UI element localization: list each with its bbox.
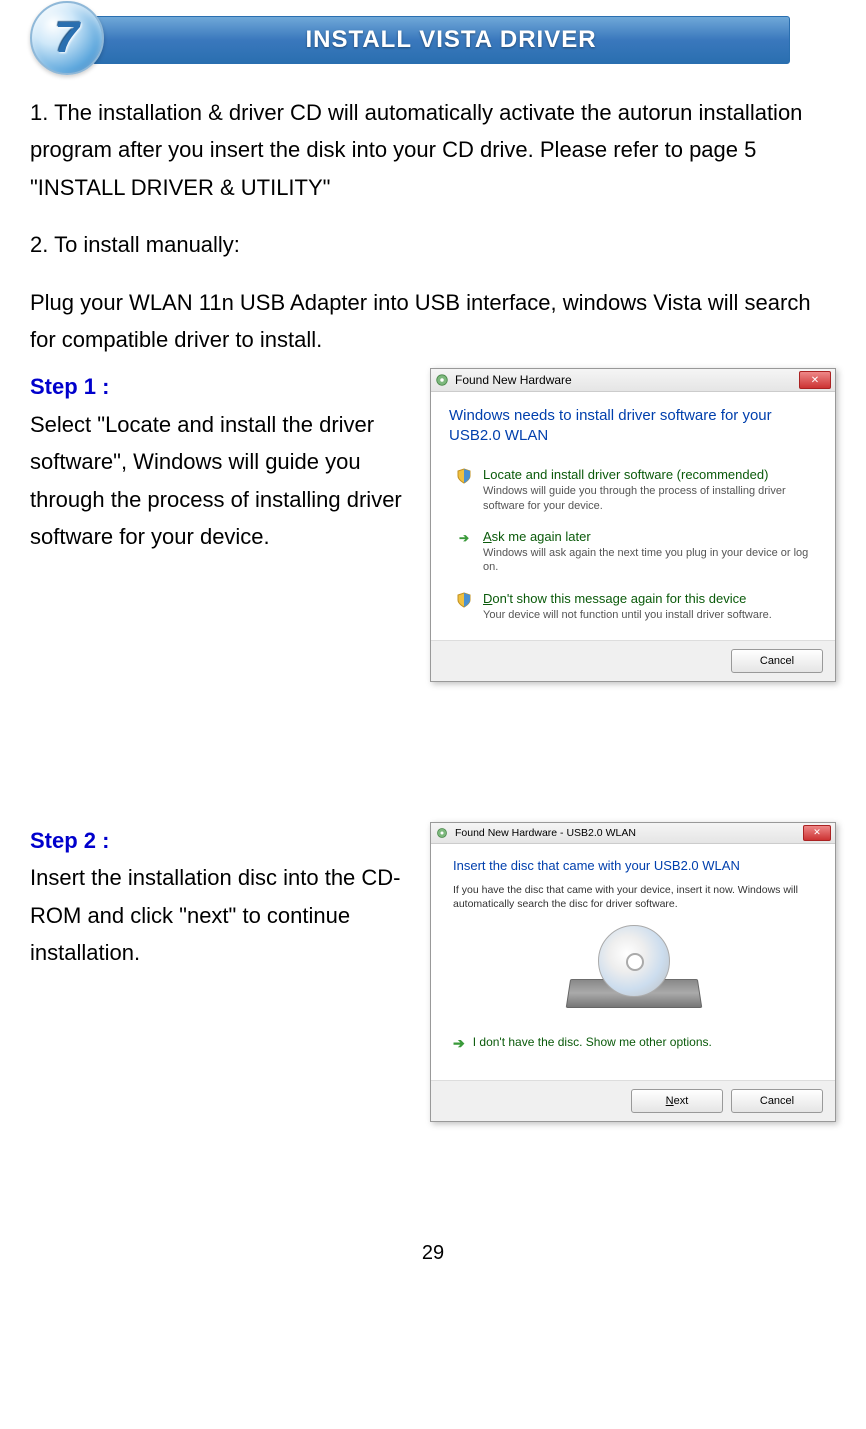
dialog2-subtext: If you have the disc that came with your… [453, 883, 813, 911]
shield-icon [455, 591, 473, 609]
option-main: Don't show this message again for this d… [483, 591, 772, 606]
option-locate-install[interactable]: Locate and install driver software (reco… [449, 459, 817, 521]
found-new-hardware-dialog-1: Found New Hardware ✕ Windows needs to in… [430, 368, 836, 681]
next-label: Next [666, 1095, 689, 1107]
step1-label: Step 1 : [30, 368, 410, 405]
cancel-label: Cancel [760, 655, 794, 667]
dialog2-footer: Next Cancel [431, 1080, 835, 1121]
option-body: Ask me again later Windows will ask agai… [483, 529, 811, 575]
badge-number: 7 [55, 13, 79, 63]
arrow-icon: ➔ [453, 1035, 465, 1052]
section-title-bar: INSTALL VISTA DRIVER [92, 16, 790, 64]
cancel-label: Cancel [760, 1095, 794, 1107]
step2-text: Insert the installation disc into the CD… [30, 859, 410, 971]
dialog1-title: Found New Hardware [455, 373, 572, 387]
intro-paragraph-1: 1. The installation & driver CD will aut… [30, 94, 836, 206]
link-text: I don't have the disc. Show me other opt… [473, 1035, 712, 1049]
step2-row: Step 2 : Insert the installation disc in… [30, 822, 836, 1122]
option-sub: Windows will ask again the next time you… [483, 546, 811, 575]
section-header: 7 INSTALL VISTA DRIVER [30, 10, 790, 70]
dialog2-body: Insert the disc that came with your USB2… [431, 844, 835, 1080]
dialog1-options: Locate and install driver software (reco… [431, 455, 835, 639]
dialog2-titlebar: Found New Hardware - USB2.0 WLAN ✕ [431, 823, 835, 844]
dialog2-heading: Insert the disc that came with your USB2… [453, 858, 813, 873]
option-ask-later[interactable]: ➔ Ask me again later Windows will ask ag… [449, 521, 817, 583]
cancel-button[interactable]: Cancel [731, 1089, 823, 1113]
close-icon: ✕ [811, 375, 819, 386]
option-main: Ask me again later [483, 529, 811, 544]
dialog1-heading: Windows needs to install driver software… [431, 392, 835, 455]
step2-label: Step 2 : [30, 822, 410, 859]
arrow-icon: ➔ [455, 529, 473, 547]
section-number-badge: 7 [30, 1, 108, 79]
option-sub: Your device will not function until you … [483, 608, 772, 622]
option-main: Locate and install driver software (reco… [483, 467, 811, 482]
shield-icon [455, 467, 473, 485]
document-page: 7 INSTALL VISTA DRIVER 1. The installati… [0, 0, 866, 1305]
dialog2-title: Found New Hardware - USB2.0 WLAN [455, 827, 636, 839]
cd-drive-image [568, 925, 698, 1015]
badge-circle: 7 [30, 1, 104, 75]
hardware-icon [435, 373, 449, 387]
next-button[interactable]: Next [631, 1089, 723, 1113]
dialog1-footer: Cancel [431, 640, 835, 681]
intro-paragraph-2: 2. To install manually: [30, 226, 836, 263]
section-title: INSTALL VISTA DRIVER [305, 26, 596, 54]
dialog1-titlebar: Found New Hardware ✕ [431, 369, 835, 392]
option-body: Locate and install driver software (reco… [483, 467, 811, 513]
step2-text-col: Step 2 : Insert the installation disc in… [30, 822, 410, 978]
hardware-icon [435, 826, 449, 840]
intro-paragraph-3: Plug your WLAN 11n USB Adapter into USB … [30, 284, 836, 359]
close-icon: ✕ [813, 827, 821, 838]
page-number: 29 [30, 1242, 836, 1265]
option-body: Don't show this message again for this d… [483, 591, 772, 622]
close-button[interactable]: ✕ [799, 371, 831, 389]
step1-text: Select "Locate and install the driver so… [30, 406, 410, 556]
other-options-link[interactable]: ➔ I don't have the disc. Show me other o… [453, 1035, 813, 1052]
cancel-button[interactable]: Cancel [731, 649, 823, 673]
found-new-hardware-dialog-2: Found New Hardware - USB2.0 WLAN ✕ Inser… [430, 822, 836, 1122]
step1-row: Step 1 : Select "Locate and install the … [30, 368, 836, 681]
option-sub: Windows will guide you through the proce… [483, 484, 811, 513]
option-dont-show[interactable]: Don't show this message again for this d… [449, 583, 817, 630]
step1-text-col: Step 1 : Select "Locate and install the … [30, 368, 410, 561]
close-button[interactable]: ✕ [803, 825, 831, 841]
